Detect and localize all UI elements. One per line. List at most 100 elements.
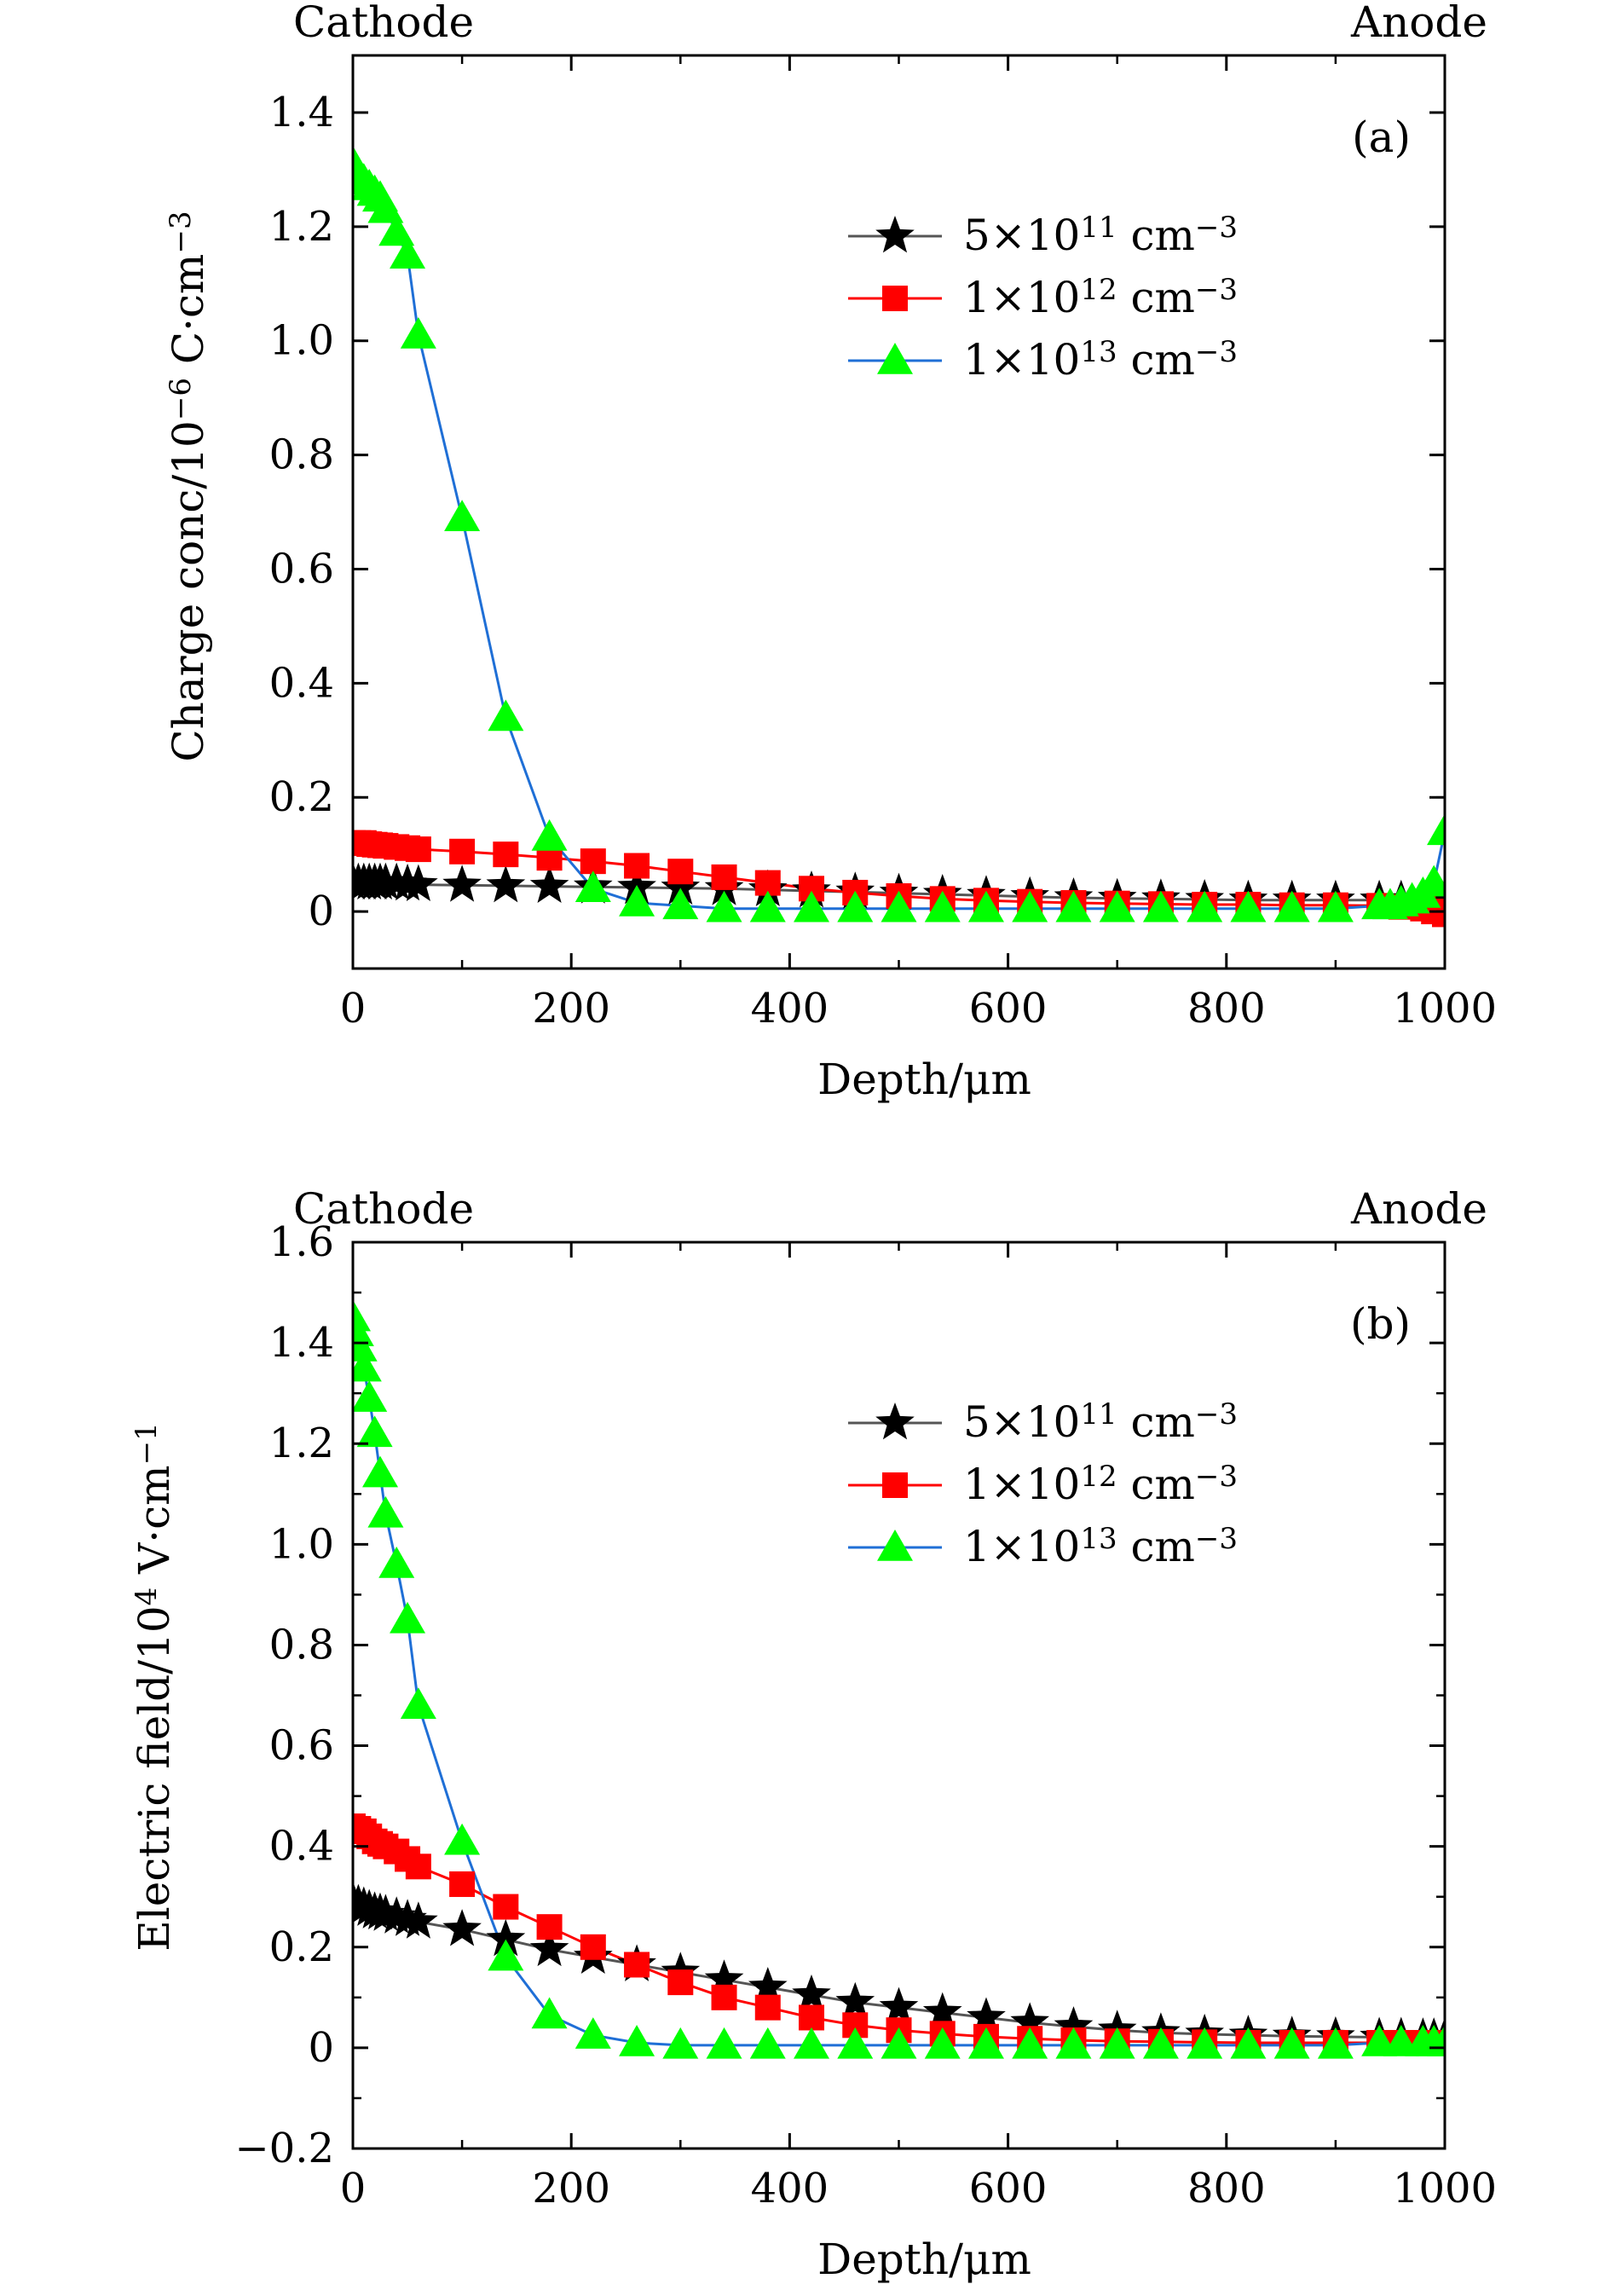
legend-label-0: 5×1011 cm−3 (963, 1397, 1238, 1447)
data-point (667, 859, 694, 885)
data-point (881, 890, 917, 922)
data-point (967, 1997, 1006, 2034)
data-point (706, 2027, 742, 2059)
data-point (1010, 2002, 1049, 2039)
data-point (879, 1987, 919, 2025)
series-line-2 (353, 163, 1445, 911)
data-point (1012, 2027, 1048, 2059)
data-point (536, 1914, 563, 1940)
y-tick-label: 1.2 (269, 203, 334, 251)
data-point (378, 214, 415, 246)
legend-unit-exp: −3 (1195, 211, 1238, 245)
data-point (488, 699, 524, 732)
data-point (619, 885, 655, 917)
y-tick-label: 1.6 (269, 1218, 334, 1266)
data-point (799, 2004, 825, 2031)
data-point (493, 841, 519, 868)
data-point (794, 890, 830, 922)
cathode-label: Cathode (293, 0, 474, 47)
y-tick-label: 1.0 (269, 317, 334, 365)
data-point (1317, 890, 1354, 922)
legend-coef: 1×10 (963, 273, 1080, 322)
data-point (1055, 2027, 1092, 2059)
data-point (1317, 2027, 1354, 2059)
data-point (967, 2027, 1004, 2059)
data-point (378, 1546, 415, 1578)
legend-exp: 11 (1080, 1397, 1117, 1431)
data-point (575, 2017, 611, 2049)
data-point (662, 2027, 699, 2059)
legend-exp: 12 (1080, 273, 1117, 307)
x-tick-label: 600 (969, 985, 1048, 1032)
data-point (837, 890, 874, 922)
y-tick-label: 1.4 (269, 1319, 334, 1367)
data-point (1187, 2027, 1223, 2059)
y-axis-label: Charge conc/10−6 C·cm−3 (164, 211, 213, 761)
legend-unit: cm (1117, 1397, 1195, 1447)
y-label-base: Charge conc/10 (164, 420, 213, 761)
legend-coef: 5×10 (963, 1397, 1080, 1447)
x-tick-label: 1000 (1393, 985, 1497, 1032)
y-tick-label: 0.6 (269, 545, 334, 593)
plot-area (353, 146, 1445, 928)
data-point (881, 2027, 917, 2059)
data-point (749, 2027, 786, 2059)
data-point (1273, 890, 1310, 922)
data-point (1230, 890, 1267, 922)
data-point (749, 890, 786, 922)
legend-label-0: 5×1011 cm−3 (963, 211, 1238, 260)
data-point (531, 1997, 568, 2029)
x-tick-label: 0 (340, 985, 367, 1032)
data-point (399, 1901, 438, 1939)
y-label-unit: V·cm (130, 1465, 179, 1587)
data-point (353, 1380, 388, 1412)
data-point (1187, 890, 1223, 922)
data-point (1230, 2027, 1267, 2059)
legend-exp: 11 (1080, 211, 1117, 245)
data-point (667, 1969, 694, 1996)
y-tick-label: 0.4 (269, 1823, 334, 1871)
data-point (529, 865, 569, 903)
data-point (1432, 901, 1445, 928)
data-point (662, 888, 699, 920)
legend-unit: cm (1117, 273, 1195, 322)
series-markers-2 (353, 146, 1445, 922)
data-point (794, 2027, 830, 2059)
data-point (580, 848, 606, 875)
data-point (580, 1934, 606, 1960)
chart-panel-a: Cathode Anode 0 200 400 600 800 1000 0 0.2 0.4 0.6 0… (164, 0, 1497, 1104)
data-point (529, 1929, 569, 1967)
y-tick-label: 0 (308, 888, 334, 935)
legend-label-1: 1×1012 cm−3 (963, 273, 1238, 322)
legend-coef: 1×10 (963, 1460, 1080, 1509)
x-tick-label: 200 (532, 985, 610, 1032)
y-label-base: Electric field/10 (130, 1605, 179, 1951)
legend-unit-exp: −3 (1195, 1397, 1238, 1431)
legend-exp: 12 (1080, 1460, 1117, 1494)
y-tick-label: 0.8 (269, 1621, 334, 1669)
plot-frame (351, 54, 1446, 970)
data-point (624, 853, 650, 879)
data-point (390, 1601, 426, 1634)
anode-label: Anode (1350, 0, 1487, 47)
data-point (924, 2027, 961, 2059)
y-axis-label: Electric field/104 V·cm−1 (130, 1422, 179, 1951)
data-point (711, 1984, 737, 2010)
legend: 5×1011 cm−31×1012 cm−31×1013 cm−3 (848, 211, 1238, 385)
data-point (531, 819, 568, 851)
data-point (442, 1909, 482, 1946)
data-point (1055, 890, 1092, 922)
x-tick-label: 800 (1187, 985, 1266, 1032)
data-point (1142, 890, 1179, 922)
data-point (1012, 890, 1048, 922)
data-point (444, 500, 481, 531)
y-tick-label: 0.4 (269, 659, 334, 707)
data-point (835, 1981, 875, 2020)
data-point (1142, 2027, 1179, 2059)
data-point (399, 864, 438, 901)
y-tick-label: 1.4 (269, 89, 334, 136)
legend-unit-exp: −3 (1195, 1522, 1238, 1556)
data-point (400, 316, 436, 349)
